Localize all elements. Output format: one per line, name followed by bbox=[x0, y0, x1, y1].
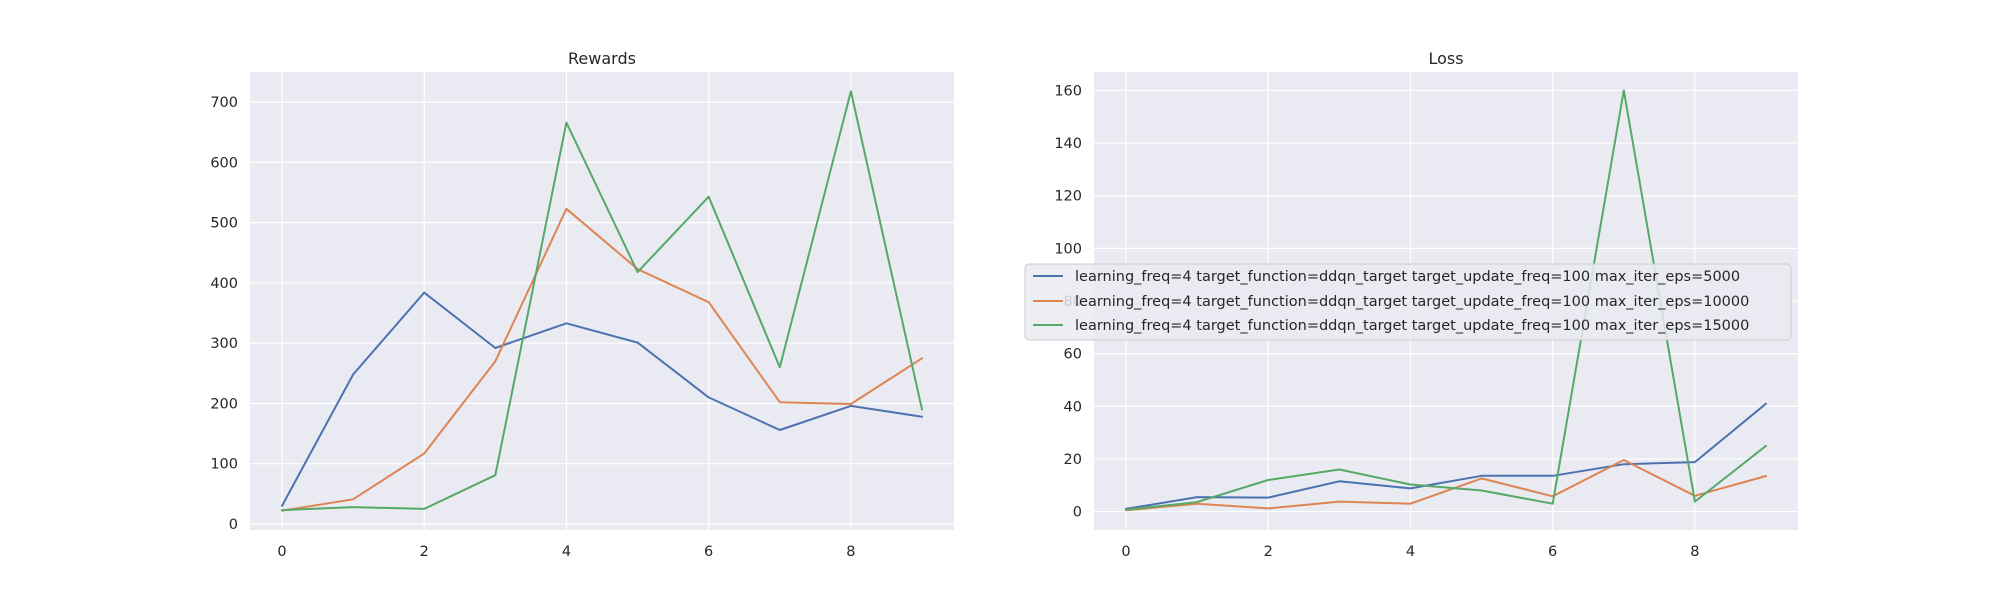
rewards-ytick-label-0: 0 bbox=[229, 517, 238, 533]
legend-box bbox=[1024, 263, 1792, 341]
loss-title: Loss bbox=[1428, 49, 1463, 68]
rewards-xtick-label-2: 2 bbox=[420, 544, 429, 560]
rewards-ytick-label-100: 100 bbox=[210, 457, 238, 473]
loss-series-line-0 bbox=[1125, 402, 1767, 510]
rewards-xtick-label-8: 8 bbox=[846, 544, 855, 560]
loss-xtick-label-2: 2 bbox=[1264, 544, 1273, 560]
loss-ytick-label-140: 140 bbox=[1054, 136, 1082, 152]
loss-xtick-label-6: 6 bbox=[1548, 544, 1557, 560]
rewards-xtick-label-0: 0 bbox=[277, 544, 286, 560]
loss-xtick-label-8: 8 bbox=[1690, 544, 1699, 560]
legend-label-1: learning_freq=4 target_function=ddqn_tar… bbox=[1075, 294, 1749, 310]
loss-ytick-label-100: 100 bbox=[1054, 241, 1082, 257]
rewards-series-line-2 bbox=[281, 90, 923, 512]
loss-xtick-label-0: 0 bbox=[1121, 544, 1130, 560]
legend: learning_freq=4 target_function=ddqn_tar… bbox=[1024, 263, 1792, 341]
legend-label-2: learning_freq=4 target_function=ddqn_tar… bbox=[1075, 318, 1749, 334]
rewards-xtick-label-4: 4 bbox=[562, 544, 571, 560]
rewards-series-line-0 bbox=[281, 291, 923, 507]
rewards-ytick-label-500: 500 bbox=[210, 216, 238, 232]
rewards-series-line-1 bbox=[281, 207, 923, 512]
legend-label-0: learning_freq=4 target_function=ddqn_tar… bbox=[1075, 269, 1740, 285]
loss-ytick-label-20: 20 bbox=[1064, 452, 1082, 468]
rewards-plot-area bbox=[250, 72, 954, 530]
rewards-ytick-label-600: 600 bbox=[210, 155, 238, 171]
loss-ytick-label-160: 160 bbox=[1054, 83, 1082, 99]
rewards-ytick-label-700: 700 bbox=[210, 95, 238, 111]
rewards-panel: 0 2 4 6 8 0 100 200 300 400 500 600 700 Rewards bbox=[210, 49, 954, 560]
rewards-title: Rewards bbox=[568, 49, 636, 68]
rewards-ytick-label-300: 300 bbox=[210, 336, 238, 352]
rewards-ytick-label-400: 400 bbox=[210, 276, 238, 292]
loss-ytick-label-0: 0 bbox=[1073, 505, 1082, 521]
loss-ytick-label-40: 40 bbox=[1064, 399, 1082, 415]
loss-xtick-label-4: 4 bbox=[1406, 544, 1415, 560]
rewards-ytick-label-200: 200 bbox=[210, 396, 238, 412]
rewards-xtick-label-6: 6 bbox=[704, 544, 713, 560]
loss-ytick-label-120: 120 bbox=[1054, 189, 1082, 205]
loss-ytick-label-60: 60 bbox=[1064, 347, 1082, 363]
loss-series-line-1 bbox=[1125, 459, 1767, 512]
